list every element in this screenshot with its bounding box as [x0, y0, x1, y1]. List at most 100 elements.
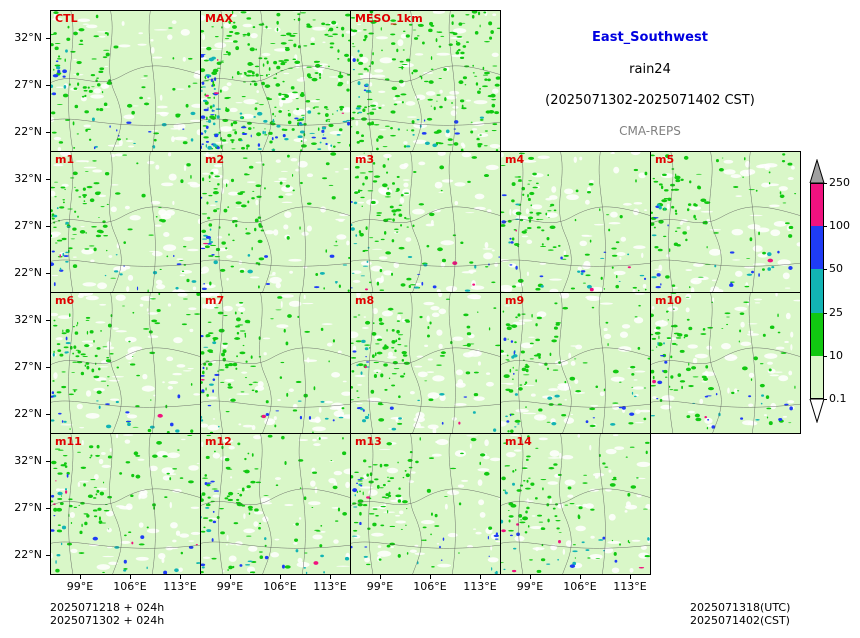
lat-tick: [46, 461, 50, 462]
lat-tick: [46, 273, 50, 274]
panel-label: m13: [355, 435, 382, 448]
lat-label: 32°N: [14, 313, 42, 326]
precip-map: [201, 434, 350, 574]
lon-tick: [80, 575, 81, 579]
lon-label: 106°E: [413, 580, 447, 593]
map-panel: m9: [500, 292, 651, 434]
lat-tick: [46, 226, 50, 227]
lon-tick: [330, 575, 331, 579]
lon-label: 113°E: [163, 580, 197, 593]
precip-map: [201, 293, 350, 433]
colorbar-segment: [810, 312, 824, 357]
precip-map: [201, 152, 350, 292]
colorbar-tick: [824, 226, 827, 228]
colorbar-segment: [810, 226, 824, 270]
map-panel: m2: [200, 151, 351, 293]
map-panel: m3: [350, 151, 501, 293]
footer-valid-cst: 2025071402(CST): [690, 614, 790, 627]
map-panel: m13: [350, 433, 501, 575]
panel-label: m7: [205, 294, 225, 307]
map-panel: m12: [200, 433, 351, 575]
lat-label: 22°N: [14, 407, 42, 420]
lat-label: 22°N: [14, 125, 42, 138]
lat-tick: [46, 85, 50, 86]
panel-label: m14: [505, 435, 532, 448]
map-panel: MAX: [200, 10, 351, 152]
colorbar-tick: [824, 355, 827, 357]
panel-label: m8: [355, 294, 375, 307]
lat-label: 27°N: [14, 501, 42, 514]
map-panel: MESO_1km: [350, 10, 501, 152]
lon-tick: [480, 575, 481, 579]
lat-tick: [46, 179, 50, 180]
map-panel: CTL: [50, 10, 201, 152]
colorbar-segment: [810, 269, 824, 314]
lat-label: 27°N: [14, 78, 42, 91]
lon-tick: [380, 575, 381, 579]
precip-map: [501, 152, 650, 292]
lat-label: 32°N: [14, 172, 42, 185]
footer-valid-utc: 2025071318(UTC): [690, 601, 791, 614]
colorbar-label: 25: [829, 305, 843, 319]
precip-map: [51, 293, 200, 433]
lon-label: 113°E: [313, 580, 347, 593]
panel-label: m10: [655, 294, 682, 307]
map-panel: m7: [200, 292, 351, 434]
panel-label: m4: [505, 153, 525, 166]
colorbar-tick: [824, 183, 827, 184]
panel-label: m6: [55, 294, 75, 307]
precip-map: [51, 434, 200, 574]
lat-label: 22°N: [14, 266, 42, 279]
map-panel: m5: [650, 151, 801, 293]
lat-tick: [46, 555, 50, 556]
precip-map: [201, 11, 350, 151]
map-panel: m4: [500, 151, 651, 293]
lon-label: 99°E: [366, 580, 394, 593]
colorbar-under-arrow: [809, 399, 825, 423]
panel-label: m9: [505, 294, 525, 307]
precip-map: [351, 11, 500, 151]
colorbar-segment: [810, 183, 824, 227]
lon-tick: [530, 575, 531, 579]
colorbar-over-arrow: [809, 159, 825, 183]
panel-label: m3: [355, 153, 375, 166]
system-label: CMA-REPS: [619, 124, 681, 138]
lon-tick: [430, 575, 431, 579]
map-panel: m1: [50, 151, 201, 293]
colorbar-segment: [810, 355, 824, 400]
precip-map: [51, 152, 200, 292]
precip-map: [351, 434, 500, 574]
lon-label: 113°E: [463, 580, 497, 593]
lon-tick: [180, 575, 181, 579]
colorbar-label: 250: [829, 176, 850, 189]
lat-tick: [46, 132, 50, 133]
colorbar-label: 10: [829, 348, 843, 362]
map-panel: m14: [500, 433, 651, 575]
panel-label: MAX: [205, 12, 233, 25]
lat-tick: [46, 320, 50, 321]
precip-map: [51, 11, 200, 151]
colorbar-tick: [824, 269, 827, 271]
panel-label: m1: [55, 153, 75, 166]
footer-init-utc: 2025071218 + 024h: [50, 601, 165, 614]
lon-tick: [230, 575, 231, 579]
lat-label: 27°N: [14, 219, 42, 232]
map-panel: m11: [50, 433, 201, 575]
colorbar-label: 100: [829, 219, 850, 233]
colorbar-label: 0.1: [829, 392, 847, 405]
variable-label: rain24: [629, 62, 671, 77]
precip-map: [351, 152, 500, 292]
lon-label: 113°E: [613, 580, 647, 593]
panel-label: m5: [655, 153, 675, 166]
lon-tick: [630, 575, 631, 579]
panel-label: m2: [205, 153, 225, 166]
precip-map: [501, 434, 650, 574]
colorbar-label: 50: [829, 262, 843, 276]
lon-tick: [580, 575, 581, 579]
lat-tick: [46, 414, 50, 415]
lon-label: 99°E: [66, 580, 94, 593]
lat-label: 22°N: [14, 548, 42, 561]
precip-map: [651, 293, 800, 433]
panel-label: MESO_1km: [355, 12, 423, 25]
lat-tick: [46, 367, 50, 368]
